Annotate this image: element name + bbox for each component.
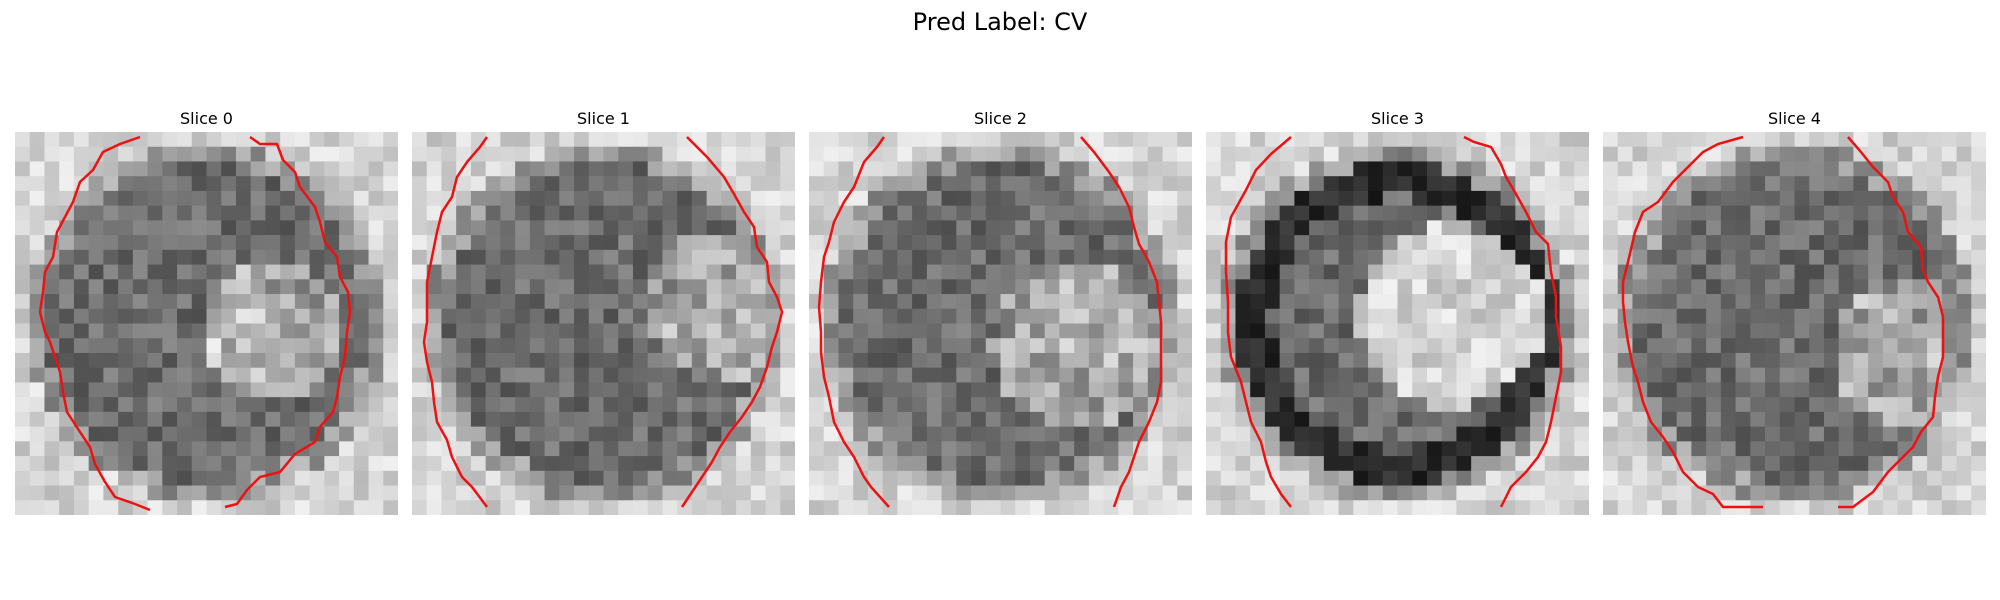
mri-pixel-grid xyxy=(412,132,795,515)
mri-pixel-grid xyxy=(1206,132,1589,515)
slice-title: Slice 1 xyxy=(577,109,630,128)
slice-image-4 xyxy=(1603,132,1986,515)
mri-pixel-grid xyxy=(1603,132,1986,515)
contour-right xyxy=(1080,136,1163,508)
slice-title: Slice 0 xyxy=(180,109,233,128)
mri-pixel-grid xyxy=(809,132,1192,515)
contour-right xyxy=(1838,136,1945,509)
slice-panel-2: Slice 2 xyxy=(809,108,1192,515)
contour-right xyxy=(680,136,784,508)
slice-title: Slice 4 xyxy=(1768,109,1821,128)
slice-image-0 xyxy=(15,132,398,515)
figure-title: Pred Label: CV xyxy=(912,8,1088,36)
slice-panel-4: Slice 4 xyxy=(1603,108,1986,515)
slice-image-2 xyxy=(809,132,1192,515)
slice-image-3 xyxy=(1206,132,1589,515)
slice-title: Slice 3 xyxy=(1371,109,1424,128)
contour-right xyxy=(1463,135,1563,508)
slice-panel-1: Slice 1 xyxy=(412,108,795,515)
contour-right xyxy=(224,135,352,509)
contour-left xyxy=(1224,136,1292,508)
slice-panel-0: Slice 0 xyxy=(15,108,398,515)
slice-image-1 xyxy=(412,132,795,515)
slice-panel-3: Slice 3 xyxy=(1206,108,1589,515)
contour-left xyxy=(1621,135,1763,509)
slice-title: Slice 2 xyxy=(974,109,1027,128)
contour-left xyxy=(38,135,151,512)
contour-left xyxy=(817,136,890,508)
contour-left xyxy=(422,136,489,508)
mri-pixel-grid xyxy=(15,132,398,515)
